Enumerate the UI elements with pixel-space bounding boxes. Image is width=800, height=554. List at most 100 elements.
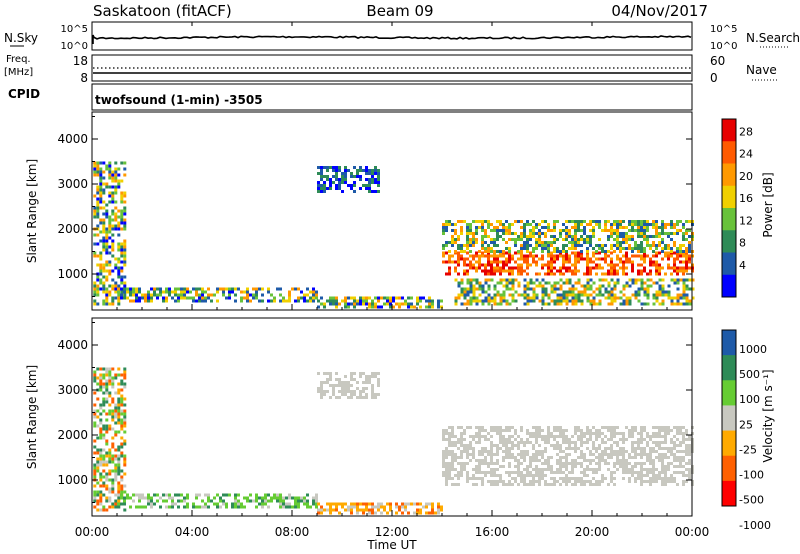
- heatmap-cell: [102, 448, 106, 452]
- heatmap-cell: [105, 164, 109, 168]
- heatmap-cell: [523, 444, 526, 447]
- heatmap-cell: [117, 463, 121, 467]
- heatmap-cell: [341, 381, 344, 384]
- heatmap-cell: [392, 296, 395, 300]
- heatmap-cell: [562, 465, 565, 468]
- heatmap-cell: [341, 387, 344, 390]
- heatmap-cell: [625, 241, 628, 244]
- heatmap-cell: [114, 185, 118, 189]
- heatmap-cell: [574, 444, 577, 447]
- heatmap-cell: [114, 227, 118, 231]
- heatmap-cell: [598, 432, 601, 435]
- heatmap-cell: [505, 302, 509, 306]
- heatmap-cell: [258, 287, 261, 291]
- heatmap-cell: [416, 302, 419, 306]
- heatmap-cell: [613, 441, 616, 444]
- heatmap-cell: [201, 293, 204, 297]
- heatmap-cell: [511, 278, 515, 282]
- heatmap-cell: [493, 299, 497, 303]
- heatmap-cell: [102, 284, 106, 288]
- heatmap-cell: [490, 278, 494, 282]
- heatmap-cell: [514, 266, 517, 270]
- heatmap-cell: [114, 179, 118, 183]
- heatmap-cell: [493, 238, 496, 241]
- range-tick-label: 1000: [57, 267, 88, 281]
- heatmap-cell: [365, 172, 368, 175]
- heatmap-cell: [117, 388, 121, 392]
- velocity-colorbar-segment: [722, 330, 736, 356]
- heatmap-cell: [661, 223, 664, 226]
- heatmap-cell: [550, 435, 553, 438]
- heatmap-cell: [655, 260, 658, 264]
- heatmap-cell: [463, 244, 466, 247]
- heatmap-cell: [676, 223, 679, 226]
- heatmap-cell: [347, 381, 350, 384]
- heatmap-cell: [673, 263, 676, 267]
- heatmap-cell: [496, 229, 499, 232]
- heatmap-cell: [661, 220, 664, 223]
- heatmap-cell: [643, 232, 646, 235]
- heatmap-cell: [147, 502, 150, 506]
- heatmap-cell: [183, 496, 186, 500]
- heatmap-cell: [628, 432, 631, 435]
- heatmap-cell: [108, 284, 112, 288]
- heatmap-cell: [225, 296, 228, 300]
- heatmap-cell: [568, 471, 571, 474]
- heatmap-cell: [655, 226, 658, 229]
- heatmap-cell: [517, 263, 520, 267]
- heatmap-cell: [204, 493, 207, 497]
- heatmap-cell: [341, 190, 344, 193]
- heatmap-cell: [422, 296, 425, 300]
- heatmap-cell: [484, 220, 487, 223]
- heatmap-cell: [484, 462, 487, 465]
- heatmap-cell: [670, 302, 674, 306]
- heatmap-cell: [652, 235, 655, 238]
- heatmap-cell: [493, 474, 496, 477]
- heatmap-cell: [628, 278, 632, 282]
- heatmap-cell: [505, 483, 508, 486]
- heatmap-cell: [315, 293, 318, 297]
- heatmap-cell: [344, 305, 347, 309]
- heatmap-cell: [117, 496, 121, 500]
- heatmap-cell: [93, 373, 97, 377]
- heatmap-cell: [601, 480, 604, 483]
- heatmap-cell: [442, 465, 445, 468]
- heatmap-cell: [105, 296, 109, 300]
- heatmap-cell: [586, 266, 589, 270]
- heatmap-cell: [526, 244, 529, 247]
- heatmap-cell: [526, 257, 529, 261]
- heatmap-cell: [234, 293, 237, 297]
- heatmap-cell: [481, 453, 484, 456]
- heatmap-cell: [180, 293, 183, 297]
- heatmap-cell: [350, 378, 353, 381]
- heatmap-cell: [180, 499, 183, 503]
- heatmap-cell: [442, 474, 445, 477]
- heatmap-cell: [547, 456, 550, 459]
- heatmap-cell: [583, 453, 586, 456]
- heatmap-cell: [105, 460, 109, 464]
- heatmap-cell: [565, 465, 568, 468]
- heatmap-cell: [685, 287, 689, 291]
- heatmap-cell: [502, 480, 505, 483]
- heatmap-cell: [371, 505, 374, 509]
- heatmap-cell: [93, 466, 97, 470]
- heatmap-cell: [664, 474, 667, 477]
- heatmap-cell: [108, 472, 112, 476]
- heatmap-cell: [359, 393, 362, 396]
- heatmap-cell: [649, 471, 652, 474]
- heatmap-cell: [532, 296, 536, 300]
- heatmap-cell: [508, 223, 511, 226]
- heatmap-cell: [294, 496, 297, 500]
- heatmap-cell: [508, 257, 511, 261]
- heatmap-cell: [102, 463, 106, 467]
- heatmap-cell: [216, 502, 219, 506]
- heatmap-cell: [568, 444, 571, 447]
- heatmap-cell: [616, 254, 619, 258]
- range-tick-label: 3000: [57, 383, 88, 397]
- heatmap-cell: [487, 226, 490, 229]
- heatmap-cell: [472, 235, 475, 238]
- heatmap-cell: [338, 502, 341, 506]
- heatmap-cell: [448, 223, 451, 226]
- heatmap-cell: [646, 441, 649, 444]
- heatmap-cell: [502, 238, 505, 241]
